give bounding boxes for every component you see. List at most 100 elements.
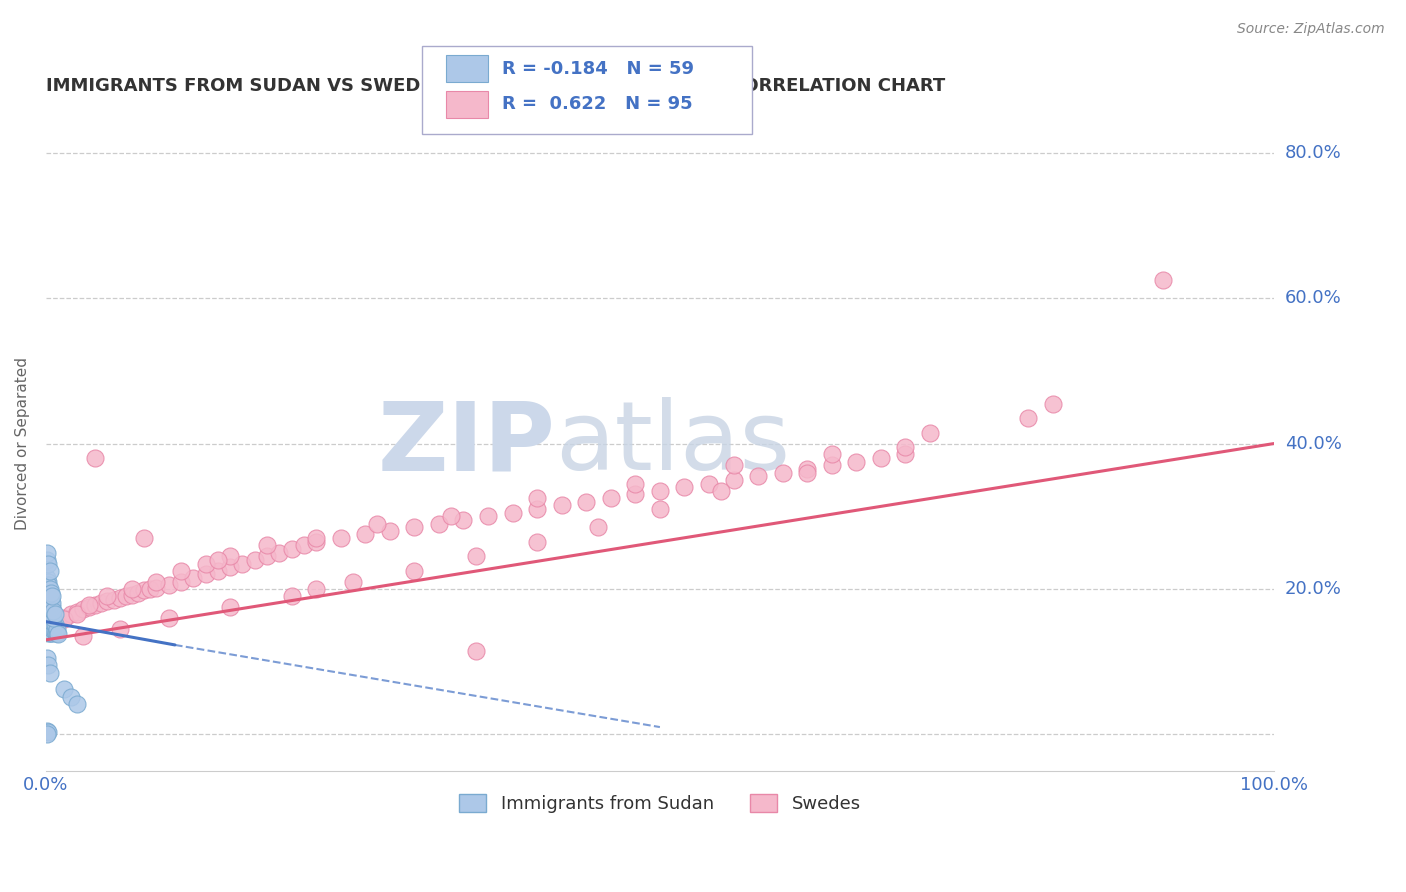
Point	[39, 616, 62, 631]
Point	[66, 607, 89, 622]
Point	[46, 622, 69, 636]
Point	[1017, 411, 1039, 425]
Point	[127, 585, 149, 599]
Point	[37, 615, 59, 629]
Point	[550, 499, 572, 513]
Point	[37, 592, 59, 607]
Point	[673, 480, 696, 494]
Point	[38, 615, 60, 629]
Point	[77, 598, 100, 612]
Text: Source: ZipAtlas.com: Source: ZipAtlas.com	[1237, 22, 1385, 37]
Point	[366, 516, 388, 531]
Point	[38, 592, 60, 607]
Point	[84, 451, 107, 466]
Point	[305, 534, 328, 549]
Point	[38, 595, 60, 609]
Legend: Immigrants from Sudan, Swedes: Immigrants from Sudan, Swedes	[451, 787, 868, 821]
Point	[72, 629, 94, 643]
Text: ZIP: ZIP	[378, 397, 555, 490]
Point	[134, 531, 156, 545]
Point	[134, 583, 156, 598]
Point	[41, 597, 63, 611]
Point	[38, 582, 60, 596]
Point	[38, 602, 60, 616]
Point	[37, 571, 59, 585]
Point	[41, 607, 63, 622]
Text: 80.0%: 80.0%	[1285, 144, 1341, 161]
Point	[145, 574, 167, 589]
Point	[38, 564, 60, 578]
Point	[342, 574, 364, 589]
Point	[103, 592, 125, 607]
Text: IMMIGRANTS FROM SUDAN VS SWEDISH DIVORCED OR SEPARATED CORRELATION CHART: IMMIGRANTS FROM SUDAN VS SWEDISH DIVORCE…	[46, 78, 945, 95]
Point	[37, 553, 59, 567]
Text: R = -0.184   N = 59: R = -0.184 N = 59	[502, 60, 695, 78]
Point	[894, 440, 917, 454]
Point	[46, 625, 69, 640]
Point	[37, 622, 59, 636]
Point	[723, 473, 745, 487]
Point	[648, 483, 671, 498]
Point	[84, 598, 107, 612]
Point	[37, 574, 59, 589]
Point	[90, 597, 112, 611]
Point	[72, 602, 94, 616]
Point	[269, 546, 291, 560]
Point	[723, 458, 745, 473]
Text: 20.0%: 20.0%	[1285, 580, 1341, 598]
Point	[1152, 273, 1174, 287]
Point	[39, 592, 62, 607]
Point	[404, 564, 426, 578]
Point	[747, 469, 769, 483]
Point	[256, 538, 278, 552]
Point	[59, 607, 82, 622]
Point	[427, 516, 450, 531]
Point	[207, 564, 229, 578]
Point	[292, 538, 315, 552]
Point	[894, 447, 917, 461]
Point	[305, 582, 328, 596]
Point	[305, 531, 328, 545]
Point	[37, 600, 59, 615]
Point	[59, 690, 82, 704]
Text: atlas: atlas	[555, 397, 790, 490]
Point	[96, 594, 118, 608]
Point	[1042, 396, 1064, 410]
Point	[66, 605, 89, 619]
Point	[37, 546, 59, 560]
Point	[37, 592, 59, 607]
Point	[53, 612, 76, 626]
Point	[53, 682, 76, 697]
Point	[41, 625, 63, 640]
Point	[157, 578, 180, 592]
Point	[796, 466, 818, 480]
Point	[42, 604, 65, 618]
Point	[114, 589, 136, 603]
Point	[39, 585, 62, 599]
Point	[772, 466, 794, 480]
Point	[44, 624, 66, 639]
Point	[194, 557, 217, 571]
Text: 60.0%: 60.0%	[1285, 289, 1341, 307]
Point	[39, 625, 62, 640]
Point	[918, 425, 941, 440]
Point	[526, 502, 548, 516]
Point	[354, 527, 377, 541]
Point	[139, 582, 162, 596]
Point	[77, 600, 100, 615]
Point	[648, 502, 671, 516]
Point	[575, 494, 598, 508]
Point	[38, 607, 60, 622]
Point	[280, 541, 302, 556]
Point	[157, 611, 180, 625]
Point	[710, 483, 733, 498]
Point	[845, 455, 868, 469]
Point	[256, 549, 278, 564]
Point	[477, 509, 499, 524]
Point	[37, 611, 59, 625]
Point	[464, 644, 486, 658]
Point	[378, 524, 401, 538]
Point	[37, 723, 59, 738]
Point	[599, 491, 621, 505]
Point	[41, 620, 63, 634]
